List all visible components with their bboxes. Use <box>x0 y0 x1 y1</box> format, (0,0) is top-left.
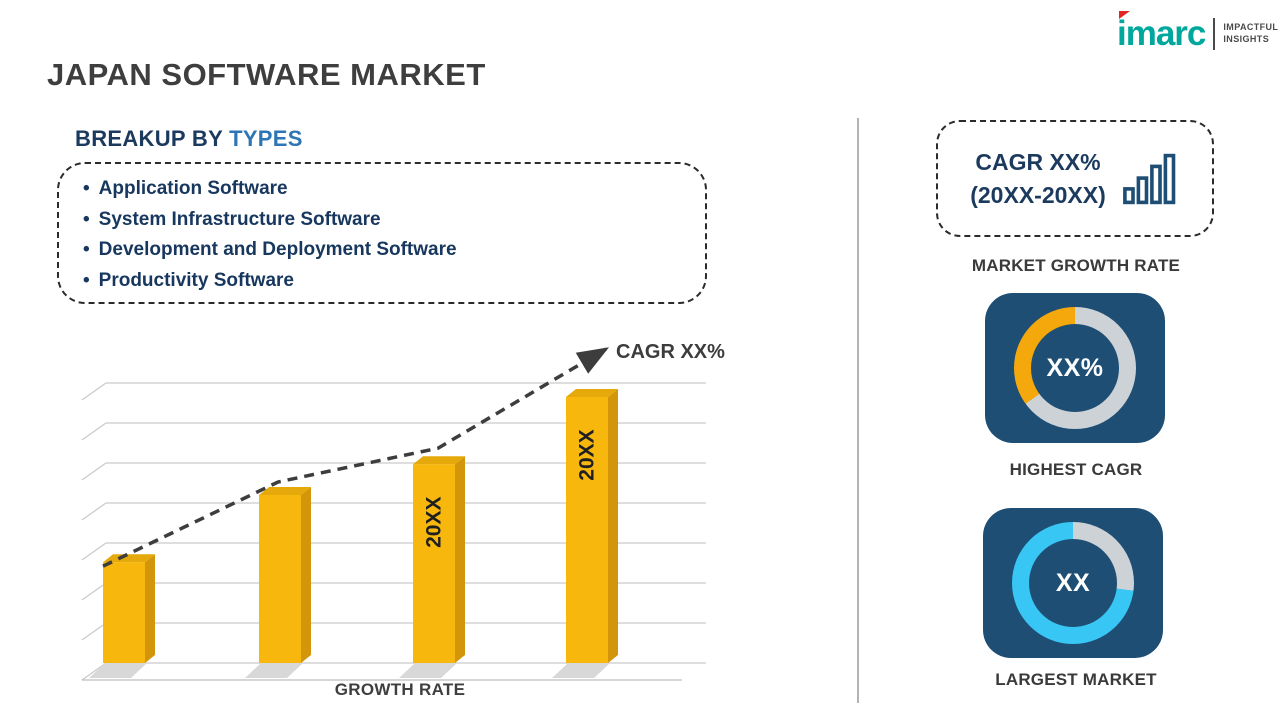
list-item: • Productivity Software <box>83 266 687 297</box>
svg-text:20XX: 20XX <box>576 429 599 480</box>
page-title: JAPAN SOFTWARE MARKET <box>47 57 486 92</box>
cagr-value: CAGR XX% <box>975 149 1101 176</box>
highest-cagr-label: HIGHEST CAGR <box>1009 460 1143 479</box>
bullet-icon: • <box>83 208 90 230</box>
trend-cagr-label: CAGR XX% <box>616 341 725 363</box>
list-item-label: Development and Deployment Software <box>98 239 457 260</box>
list-item-label: Application Software <box>98 178 288 199</box>
breakup-heading-prefix: BREAKUP BY <box>75 126 223 151</box>
list-item: • Application Software <box>83 174 687 205</box>
list-item: • Development and Deployment Software <box>83 235 687 266</box>
highest-cagr-value: XX% <box>1046 353 1104 382</box>
logo-tagline: IMPACTFUL INSIGHTS <box>1223 22 1278 45</box>
list-item-label: System Infrastructure Software <box>98 208 381 230</box>
logo-tagline-line1: IMPACTFUL <box>1223 21 1279 32</box>
x-axis-label: GROWTH RATE <box>334 680 466 699</box>
logo-divider <box>1213 17 1216 50</box>
largest-market-label: LARGEST MARKET <box>995 670 1157 689</box>
cagr-period: (20XX-20XX) <box>970 181 1106 208</box>
bullet-icon: • <box>83 239 90 260</box>
bar-chart-icon <box>1122 153 1176 204</box>
largest-market-value: XX <box>1055 568 1091 597</box>
imarc-brand-text: imarc <box>1117 14 1206 53</box>
bullet-icon: • <box>83 178 90 199</box>
donut-hole: XX <box>1029 539 1117 627</box>
logo-tagline-line2: INSIGHTS <box>1223 33 1270 44</box>
largest-market-card: XX <box>983 508 1163 658</box>
bullet-icon: • <box>83 269 90 291</box>
bar-chart-svg: 20XX 20XX <box>81 347 706 681</box>
imarc-logo: imarc IMPACTFUL INSIGHTS <box>1117 11 1278 53</box>
highest-cagr-donut: XX% <box>1014 307 1136 429</box>
cagr-box: CAGR XX% (20XX-20XX) <box>936 120 1214 237</box>
breakup-types-box: • Application Software • System Infrastruc… <box>57 162 707 304</box>
market-growth-rate-label: MARKET GROWTH RATE <box>971 256 1181 275</box>
cagr-box-text: CAGR XX% (20XX-20XX) <box>970 146 1106 210</box>
highest-cagr-card: XX% <box>985 293 1165 443</box>
breakup-list: • Application Software • System Infrastruc… <box>83 174 687 296</box>
list-item: • System Infrastructure Software <box>83 205 687 236</box>
imarc-flag-icon <box>1119 11 1130 19</box>
imarc-brand: imarc <box>1117 11 1206 53</box>
list-item-label: Productivity Software <box>98 269 294 291</box>
growth-bar-chart: 20XX 20XX <box>58 333 742 681</box>
breakup-heading-highlight: TYPES <box>229 126 303 151</box>
svg-text:20XX: 20XX <box>423 497 446 548</box>
largest-market-donut: XX <box>1012 522 1134 644</box>
vertical-divider <box>857 118 859 703</box>
breakup-heading: BREAKUP BY TYPES <box>75 126 303 152</box>
donut-hole: XX% <box>1031 324 1119 412</box>
